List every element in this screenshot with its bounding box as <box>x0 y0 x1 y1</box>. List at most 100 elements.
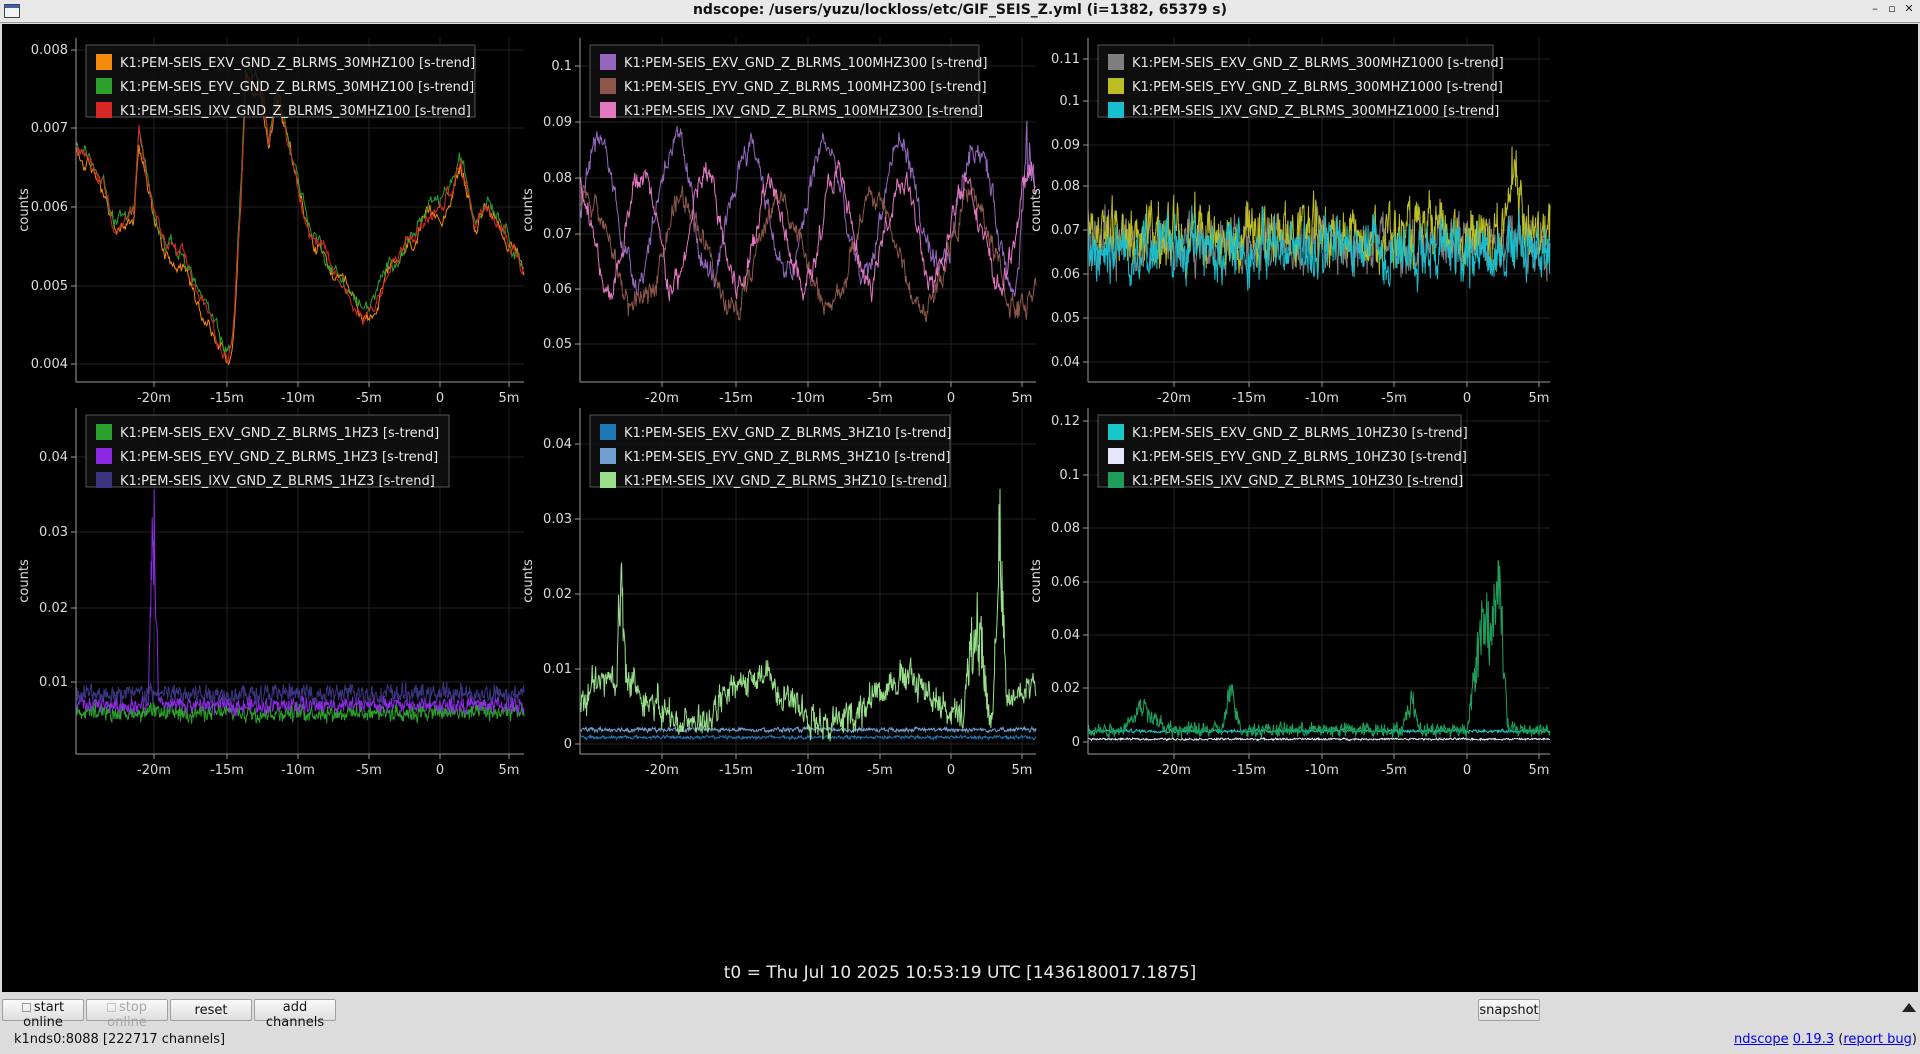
legend-label[interactable]: K1:PEM-SEIS_EYV_GND_Z_BLRMS_300MHZ1000 [… <box>1132 80 1503 95</box>
legend-swatch <box>600 472 616 488</box>
plot-panel-2[interactable]: 0.05 0.06 0.07 0.08 0.09 0.1 -20m -15m -10m -5m 0 5… <box>521 38 1037 406</box>
legend-4[interactable]: K1:PEM-SEIS_EXV_GND_Z_BLRMS_1HZ3 [s-tren… <box>85 414 450 489</box>
legend-label[interactable]: K1:PEM-SEIS_IXV_GND_Z_BLRMS_3HZ10 [s-tre… <box>624 474 947 489</box>
legend-label[interactable]: K1:PEM-SEIS_EXV_GND_Z_BLRMS_100MHZ300 [s… <box>624 56 988 71</box>
legend-swatch <box>96 424 112 440</box>
y-tick-label: 0.09 <box>1051 138 1080 153</box>
plot-panel-5[interactable]: 0 0.01 0.02 0.03 0.04 -20m -15m -10m -5m 0 5m count… <box>521 408 1037 778</box>
legend-label[interactable]: K1:PEM-SEIS_EYV_GND_Z_BLRMS_3HZ10 [s-tre… <box>624 450 951 465</box>
trace-4-1 <box>75 701 525 724</box>
legend-label[interactable]: K1:PEM-SEIS_IXV_GND_Z_BLRMS_100MHZ300 [s… <box>624 104 983 119</box>
plot-area[interactable]: 0.004 0.005 0.006 0.007 0.008 -20m -15m -10m -5m… <box>2 24 1918 992</box>
trace-4-2 <box>75 489 525 717</box>
legend-label[interactable]: K1:PEM-SEIS_IXV_GND_Z_BLRMS_10HZ30 [s-tr… <box>1132 474 1463 489</box>
legend-label[interactable]: K1:PEM-SEIS_EYV_GND_Z_BLRMS_30MHZ100 [s-… <box>120 80 474 95</box>
reset-button[interactable]: reset <box>170 999 252 1021</box>
x-tick-label: -10m <box>1305 763 1339 778</box>
legend-swatch <box>600 54 616 70</box>
x-tick-label: -20m <box>645 763 679 778</box>
x-tick-label: -20m <box>137 763 171 778</box>
window-menu-icon[interactable] <box>4 4 20 18</box>
report-bug-link[interactable]: report bug <box>1843 1032 1912 1047</box>
legend-swatch <box>96 102 112 118</box>
stop-online-button[interactable]: stop online <box>86 999 168 1030</box>
trace-2-1 <box>579 120 1037 298</box>
legend-label[interactable]: K1:PEM-SEIS_EXV_GND_Z_BLRMS_10HZ30 [s-tr… <box>1132 426 1468 441</box>
legend-label[interactable]: K1:PEM-SEIS_IXV_GND_Z_BLRMS_300MHZ1000 [… <box>1132 104 1499 119</box>
x-tick-label: 0 <box>947 391 955 406</box>
x-tick-label: 5m <box>1529 391 1550 406</box>
x-tick-label: -15m <box>1232 391 1266 406</box>
y-tick-label: 0.03 <box>39 525 68 540</box>
y-tick-label: 0.01 <box>543 662 572 677</box>
chevron-up-icon[interactable] <box>1902 1003 1916 1012</box>
legend-box <box>85 414 450 488</box>
x-tick-label: 0 <box>436 763 444 778</box>
y-tick-label: 0.02 <box>543 587 572 602</box>
plot-panel-1[interactable]: 0.004 0.005 0.006 0.007 0.008 -20m -15m -10m -5m… <box>17 38 525 406</box>
legend-label[interactable]: K1:PEM-SEIS_IXV_GND_Z_BLRMS_30MHZ100 [s-… <box>120 104 471 119</box>
legend-1[interactable]: K1:PEM-SEIS_EXV_GND_Z_BLRMS_30MHZ100 [s-… <box>85 44 476 119</box>
trace-2-3 <box>579 160 1037 303</box>
x-tick-label: -20m <box>137 391 171 406</box>
legend-swatch <box>96 448 112 464</box>
add-channels-button[interactable]: add channels <box>254 999 336 1030</box>
trace-2-2 <box>579 185 1037 323</box>
legend-label[interactable]: K1:PEM-SEIS_EYV_GND_Z_BLRMS_10HZ30 [s-tr… <box>1132 450 1467 465</box>
x-tick-label: 0 <box>436 391 444 406</box>
legend-3[interactable]: K1:PEM-SEIS_EXV_GND_Z_BLRMS_300MHZ1000 [… <box>1097 44 1504 119</box>
snapshot-button[interactable]: snapshot <box>1478 999 1540 1021</box>
start-online-icon <box>21 1003 31 1012</box>
trace-3-3 <box>1087 205 1551 293</box>
y-tick-label: 0.08 <box>543 171 572 186</box>
y-tick-label: 0.02 <box>39 601 68 616</box>
close-button[interactable]: ✕ <box>1904 2 1914 15</box>
trace-1-2 <box>75 56 525 354</box>
y-tick-label: 0.01 <box>39 675 68 690</box>
y-tick-label: 0.007 <box>31 121 68 136</box>
legend-2[interactable]: K1:PEM-SEIS_EXV_GND_Z_BLRMS_100MHZ300 [s… <box>589 44 988 119</box>
legend-swatch <box>1108 78 1124 94</box>
plots-canvas[interactable]: 0.004 0.005 0.006 0.007 0.008 -20m -15m -10m -5m… <box>2 24 1918 992</box>
legend-swatch <box>96 472 112 488</box>
legend-label[interactable]: K1:PEM-SEIS_EYV_GND_Z_BLRMS_1HZ3 [s-tren… <box>120 450 438 465</box>
title-bar: ndscope: /users/yuzu/lockloss/etc/GIF_SE… <box>0 0 1920 23</box>
y-tick-label: 0.06 <box>1051 267 1080 282</box>
y-tick-label: 0.004 <box>31 357 68 372</box>
version-link[interactable]: 0.19.3 <box>1792 1032 1835 1047</box>
y-tick-label: 0.12 <box>1051 414 1080 429</box>
legend-swatch <box>600 78 616 94</box>
x-tick-label: -10m <box>281 391 315 406</box>
plot-panel-3[interactable]: 0.04 0.05 0.06 0.07 0.08 0.09 0.1 0.11 -20m -15m -… <box>1029 38 1551 406</box>
y-tick-label: 0.1 <box>1059 468 1080 483</box>
legend-label[interactable]: K1:PEM-SEIS_EXV_GND_Z_BLRMS_30MHZ100 [s-… <box>120 56 475 71</box>
legend-label[interactable]: K1:PEM-SEIS_IXV_GND_Z_BLRMS_1HZ3 [s-tren… <box>120 474 435 489</box>
legend-label[interactable]: K1:PEM-SEIS_EXV_GND_Z_BLRMS_300MHZ1000 [… <box>1132 56 1504 71</box>
x-tick-label: -10m <box>281 763 315 778</box>
y-tick-label: 0.11 <box>1051 52 1080 67</box>
legend-label[interactable]: K1:PEM-SEIS_EYV_GND_Z_BLRMS_100MHZ300 [s… <box>624 80 987 95</box>
legend-label[interactable]: K1:PEM-SEIS_EXV_GND_Z_BLRMS_3HZ10 [s-tre… <box>624 426 951 441</box>
ndscope-link[interactable]: ndscope <box>1733 1032 1789 1047</box>
x-tick-label: -15m <box>719 391 753 406</box>
trace-1-3 <box>75 74 525 364</box>
trace-3-2 <box>1087 146 1551 279</box>
y-tick-label: 0.03 <box>543 512 572 527</box>
legend-5[interactable]: K1:PEM-SEIS_EXV_GND_Z_BLRMS_3HZ10 [s-tre… <box>589 414 951 489</box>
legend-swatch <box>600 448 616 464</box>
plot-panel-6[interactable]: 0 0.02 0.04 0.06 0.08 0.1 0.12 -20m -15m -10m -5m 0… <box>1029 408 1551 778</box>
minimize-button[interactable]: – <box>1872 2 1878 15</box>
legend-6[interactable]: K1:PEM-SEIS_EXV_GND_Z_BLRMS_10HZ30 [s-tr… <box>1097 414 1468 489</box>
x-tick-label: 5m <box>1012 763 1033 778</box>
start-online-button[interactable]: start online <box>2 999 84 1030</box>
legend-label[interactable]: K1:PEM-SEIS_EXV_GND_Z_BLRMS_1HZ3 [s-tren… <box>120 426 439 441</box>
legend-box <box>1097 44 1494 118</box>
stop-online-label: stop online <box>107 1000 148 1030</box>
y-axis-label: counts <box>521 188 536 232</box>
t0-label: t0 = Thu Jul 10 2025 10:53:19 UTC [14361… <box>723 963 1197 983</box>
maximize-button[interactable]: ▫ <box>1888 2 1896 15</box>
plot-panel-4[interactable]: 0.01 0.02 0.03 0.04 -20m -15m -10m -5m 0 5m counts… <box>17 408 525 778</box>
legend-swatch <box>600 102 616 118</box>
x-tick-label: -15m <box>1232 763 1266 778</box>
trace-5-1 <box>579 733 1037 742</box>
